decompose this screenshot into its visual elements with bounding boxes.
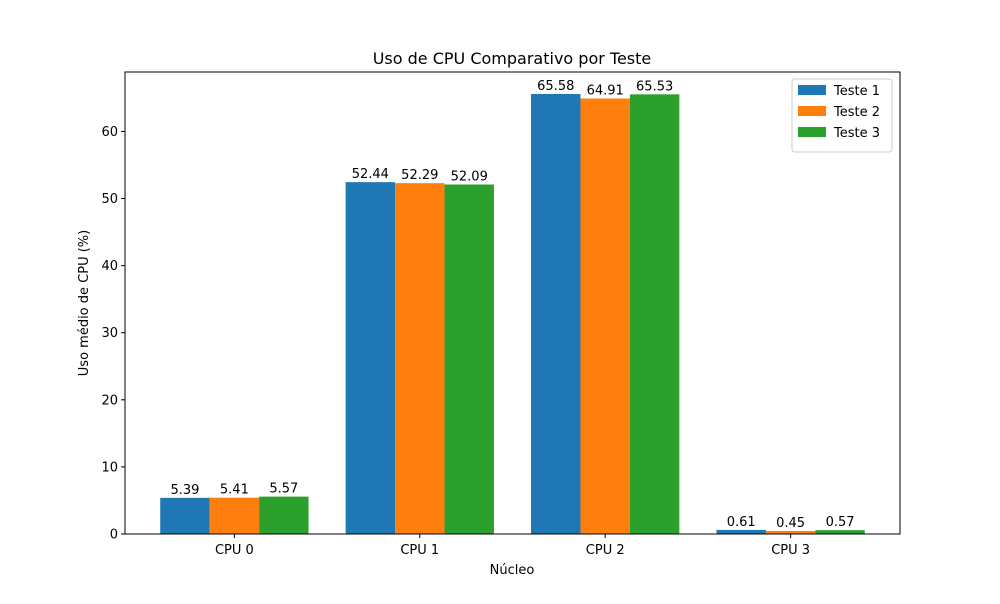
bar-value-label: 65.58 — [537, 79, 574, 94]
bar-teste-2-cpu-0 — [209, 497, 260, 534]
bar-teste-2-cpu-3 — [765, 530, 816, 534]
bar-value-label: 65.53 — [636, 79, 673, 94]
bar-teste-2-cpu-1 — [395, 183, 445, 534]
x-tick-label: CPU 3 — [771, 543, 810, 558]
bar-teste-3-cpu-3 — [815, 530, 865, 534]
bar-teste-1-cpu-0 — [160, 497, 210, 534]
bar-value-label: 0.61 — [727, 515, 756, 530]
bars-layer — [160, 94, 865, 535]
x-tick-label: CPU 2 — [586, 543, 625, 558]
bar-value-label: 52.44 — [352, 167, 389, 182]
y-tick-label: 60 — [101, 125, 118, 140]
value-labels-layer: 5.39 52.44 65.58 0.61 5.41 52.29 64.91 0.45 5.57… — [170, 79, 854, 531]
y-axis-label: Uso médio de CPU (%) — [77, 230, 92, 376]
y-tick-label: 40 — [101, 259, 118, 274]
legend-label: Teste 2 — [833, 105, 880, 120]
bar-teste-2-cpu-2 — [580, 98, 630, 535]
legend-swatch — [798, 85, 826, 95]
y-tick-label: 0 — [110, 528, 118, 543]
y-tick-label: 10 — [101, 460, 118, 475]
bar-teste-1-cpu-3 — [716, 529, 766, 534]
bar-teste-1-cpu-2 — [531, 94, 581, 534]
bar-value-label: 52.09 — [451, 170, 488, 185]
legend-label: Teste 1 — [833, 84, 880, 99]
legend-label: Teste 3 — [833, 126, 880, 141]
y-tick-label: 20 — [101, 393, 118, 408]
bar-value-label: 0.57 — [826, 515, 855, 530]
bar-value-label: 52.29 — [401, 168, 438, 183]
x-axis: CPU 0 CPU 1 CPU 2 CPU 3 — [215, 534, 810, 558]
legend: Teste 1 Teste 2 Teste 3 — [791, 78, 893, 153]
bar-teste-3-cpu-2 — [629, 94, 680, 534]
y-tick-label: 30 — [101, 326, 118, 341]
y-axis: 0 10 20 30 40 50 60 — [101, 125, 125, 543]
bar-teste-1-cpu-1 — [345, 182, 396, 534]
x-tick-label: CPU 0 — [215, 543, 254, 558]
plot-frame — [124, 71, 901, 535]
bar-teste-3-cpu-1 — [444, 184, 494, 534]
bar-value-label: 5.39 — [170, 483, 199, 498]
bar-value-label: 64.91 — [587, 84, 624, 99]
y-tick-label: 50 — [101, 192, 118, 207]
bar-value-label: 5.57 — [269, 482, 298, 497]
legend-swatch — [798, 106, 826, 116]
x-tick-label: CPU 1 — [400, 543, 439, 558]
bar-value-label: 0.45 — [776, 516, 805, 531]
chart-title: Uso de CPU Comparativo por Teste — [373, 49, 652, 68]
bar-teste-3-cpu-0 — [259, 496, 309, 534]
x-axis-label: Núcleo — [490, 563, 535, 578]
bar-value-label: 5.41 — [220, 483, 249, 498]
legend-swatch — [798, 127, 826, 137]
